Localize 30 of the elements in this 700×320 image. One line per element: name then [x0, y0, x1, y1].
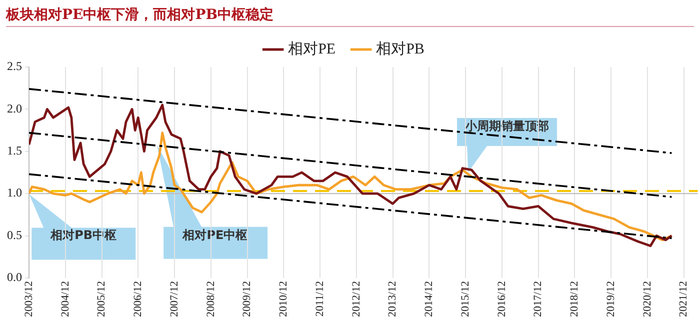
x-tick-label: 2012/12: [350, 280, 362, 318]
x-tick-label: 2003/12: [22, 280, 35, 318]
x-tick-label: 2005/12: [96, 280, 108, 318]
x-tick-label: 2021/12: [678, 280, 690, 318]
y-tick-label: 1.0: [7, 186, 22, 200]
y-tick-label: 1.5: [7, 144, 22, 158]
annotation: 相对PE中枢: [181, 227, 249, 244]
y-tick-label: 2.0: [7, 101, 22, 116]
y-tick-label: 0.5: [7, 228, 22, 242]
y-tick-label: 0.0: [7, 270, 22, 284]
x-tick-label: 2018/12: [568, 280, 581, 318]
x-tick-label: 2010/12: [278, 280, 290, 318]
x-tick-label: 2008/12: [204, 280, 217, 318]
x-tick-label: 2019/12: [604, 280, 617, 318]
y-tick-label: 2.5: [7, 59, 22, 74]
x-tick-label: 2007/12: [168, 280, 180, 318]
callout: 相对PE中枢: [156, 145, 268, 260]
x-tick-label: 2013/12: [386, 280, 399, 318]
legend-label: 相对PE: [288, 40, 336, 58]
x-tick-label: 2017/12: [532, 280, 544, 318]
x-tick-label: 2009/12: [241, 280, 254, 318]
x-tick-label: 2011/12: [314, 280, 326, 317]
chart-title: 板块相对PE中枢下滑，而相对PB中枢稳定: [6, 4, 694, 27]
legend-label: 相对PB: [376, 40, 424, 58]
x-tick-label: 2006/12: [132, 280, 144, 318]
x-tick-label: 2004/12: [59, 280, 72, 318]
x-tick-label: 2020/12: [641, 280, 654, 318]
x-tick-label: 2014/12: [423, 280, 436, 318]
x-tick-label: 2015/12: [459, 280, 472, 318]
x-tick-label: 2016/12: [496, 280, 508, 318]
